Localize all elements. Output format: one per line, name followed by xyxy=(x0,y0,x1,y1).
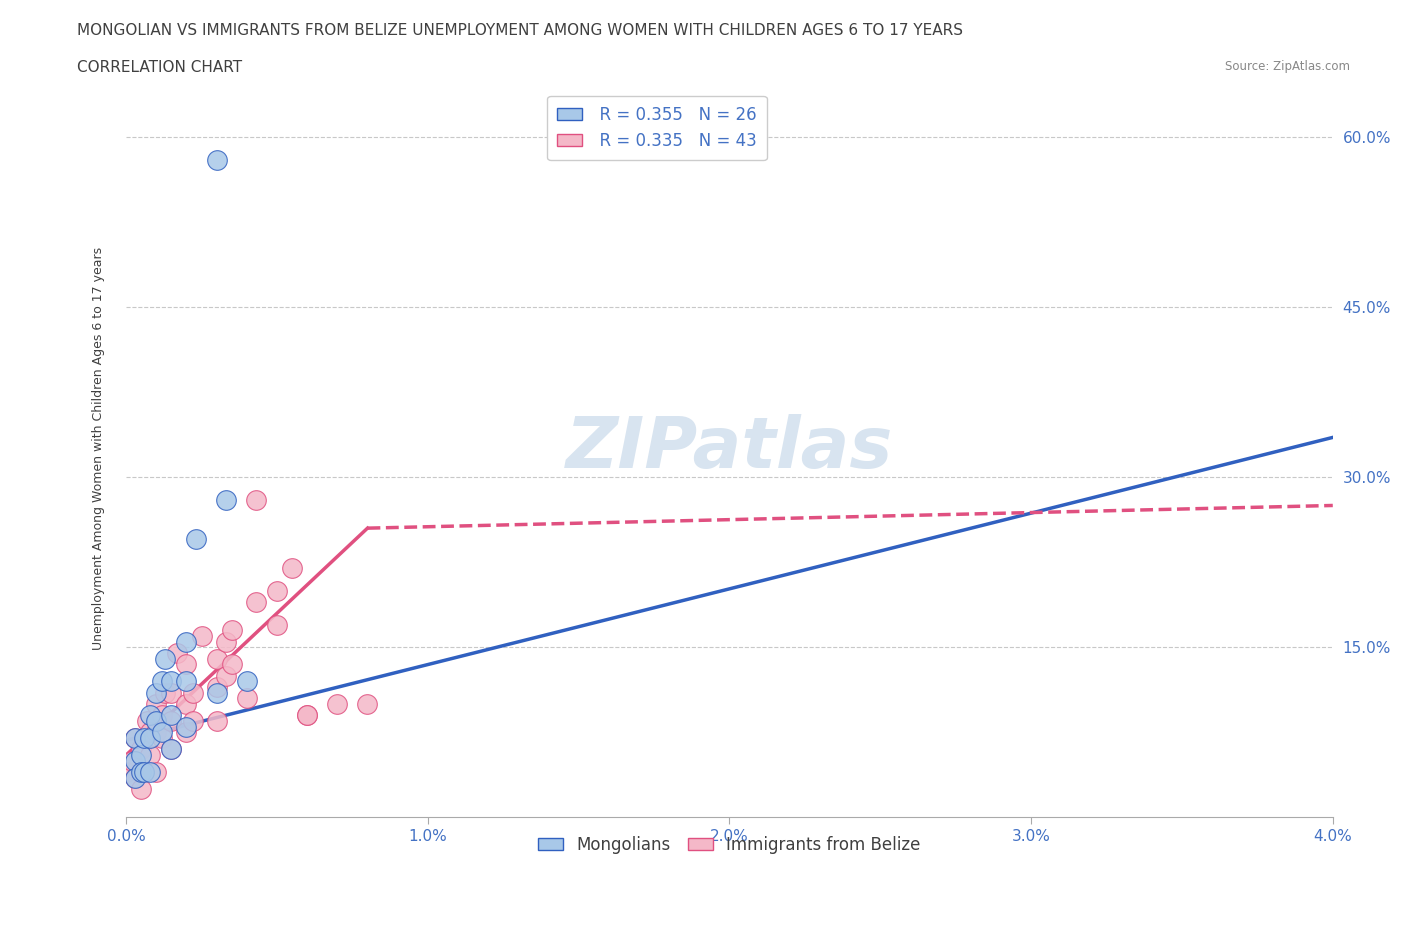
Point xyxy=(176,634,198,649)
Point xyxy=(184,532,207,547)
Point xyxy=(181,685,204,700)
Point xyxy=(160,674,183,689)
Point xyxy=(139,708,162,723)
Point xyxy=(129,781,152,796)
Point xyxy=(160,708,183,723)
Point xyxy=(295,708,318,723)
Point xyxy=(150,724,173,739)
Point xyxy=(215,634,238,649)
Point xyxy=(150,674,173,689)
Point xyxy=(150,731,173,746)
Point xyxy=(266,618,288,632)
Point xyxy=(181,713,204,728)
Point xyxy=(166,645,188,660)
Point xyxy=(139,764,162,779)
Point xyxy=(145,764,167,779)
Point xyxy=(160,742,183,757)
Point xyxy=(215,668,238,683)
Point xyxy=(134,764,156,779)
Point xyxy=(145,713,167,728)
Point xyxy=(215,492,238,507)
Point xyxy=(205,685,228,700)
Text: MONGOLIAN VS IMMIGRANTS FROM BELIZE UNEMPLOYMENT AMONG WOMEN WITH CHILDREN AGES : MONGOLIAN VS IMMIGRANTS FROM BELIZE UNEM… xyxy=(77,23,963,38)
Point xyxy=(236,691,259,706)
Y-axis label: Unemployment Among Women with Children Ages 6 to 17 years: Unemployment Among Women with Children A… xyxy=(93,247,105,650)
Point xyxy=(326,697,349,711)
Point xyxy=(139,724,162,739)
Point xyxy=(145,685,167,700)
Point xyxy=(266,583,288,598)
Legend: Mongolians, Immigrants from Belize: Mongolians, Immigrants from Belize xyxy=(531,830,927,860)
Point xyxy=(139,731,162,746)
Text: ZIPatlas: ZIPatlas xyxy=(565,414,893,484)
Point xyxy=(236,674,259,689)
Point xyxy=(134,731,156,746)
Point xyxy=(139,748,162,763)
Point xyxy=(221,657,243,671)
Point xyxy=(205,153,228,167)
Point xyxy=(145,697,167,711)
Point xyxy=(129,742,152,757)
Point xyxy=(160,742,183,757)
Point xyxy=(205,713,228,728)
Point xyxy=(150,708,173,723)
Point xyxy=(205,651,228,666)
Point xyxy=(356,697,378,711)
Point xyxy=(160,685,183,700)
Text: Source: ZipAtlas.com: Source: ZipAtlas.com xyxy=(1225,60,1350,73)
Point xyxy=(124,731,146,746)
Point xyxy=(124,753,146,768)
Point xyxy=(145,724,167,739)
Point xyxy=(155,685,177,700)
Point xyxy=(115,764,138,779)
Point xyxy=(245,492,267,507)
Point xyxy=(129,764,152,779)
Point xyxy=(124,731,146,746)
Point xyxy=(121,753,143,768)
Point xyxy=(129,764,152,779)
Text: CORRELATION CHART: CORRELATION CHART xyxy=(77,60,242,75)
Point xyxy=(129,748,152,763)
Point xyxy=(176,724,198,739)
Point xyxy=(176,674,198,689)
Point xyxy=(295,708,318,723)
Point xyxy=(176,697,198,711)
Point xyxy=(190,629,212,644)
Point xyxy=(176,657,198,671)
Point xyxy=(205,680,228,695)
Point xyxy=(124,770,146,785)
Point xyxy=(221,623,243,638)
Point xyxy=(155,651,177,666)
Point xyxy=(176,719,198,734)
Point xyxy=(124,770,146,785)
Point xyxy=(245,594,267,609)
Point xyxy=(281,561,304,576)
Point xyxy=(160,713,183,728)
Point xyxy=(136,713,159,728)
